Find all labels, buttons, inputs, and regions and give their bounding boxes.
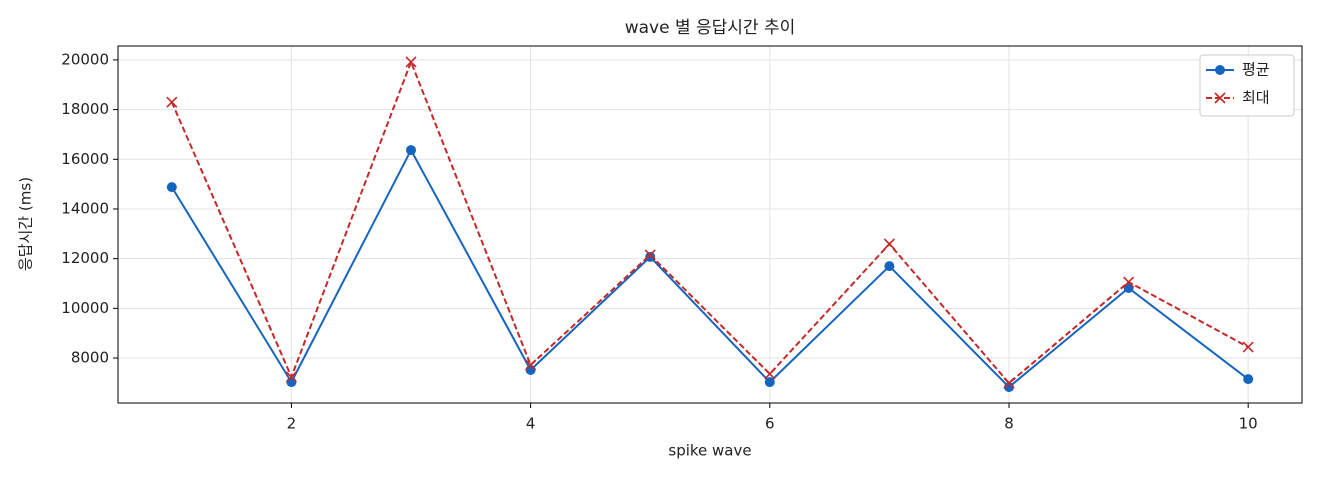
marker (166, 182, 177, 193)
marker-stroke (644, 249, 656, 261)
marker (644, 249, 656, 261)
marker-stroke (405, 56, 417, 68)
marker-stroke (764, 368, 776, 380)
marker (405, 56, 417, 68)
marker-stroke (1003, 377, 1015, 389)
marker (764, 377, 775, 388)
x-tick-label: 2 (287, 415, 297, 433)
marker (764, 368, 776, 380)
marker (1215, 65, 1225, 75)
marker-stroke (525, 359, 537, 371)
marker (884, 261, 895, 272)
y-tick-label: 8000 (71, 349, 109, 367)
marker (1003, 377, 1015, 389)
x-tick-label: 10 (1239, 415, 1258, 433)
y-tick-label: 18000 (61, 100, 109, 118)
marker (285, 371, 297, 383)
y-tick-label: 10000 (61, 299, 109, 317)
y-tick-label: 20000 (61, 50, 109, 68)
marker (1123, 276, 1135, 288)
y-tick-label: 14000 (61, 199, 109, 217)
marker (883, 238, 895, 250)
x-tick-label: 6 (765, 415, 775, 433)
chart-title: wave 별 응답시간 추이 (625, 18, 796, 38)
marker (406, 145, 417, 156)
marker (525, 359, 537, 371)
x-tick-label: 4 (526, 415, 536, 433)
marker (1242, 341, 1254, 353)
marker (1243, 374, 1254, 385)
marker-stroke (285, 371, 297, 383)
marker-stroke (1214, 92, 1226, 104)
marker (645, 251, 656, 262)
marker (1214, 92, 1226, 104)
x-tick-label: 8 (1004, 415, 1014, 433)
y-tick-label: 12000 (61, 249, 109, 267)
x-axis-label: spike wave (668, 442, 751, 460)
marker-stroke (166, 96, 178, 108)
marker-stroke (1123, 276, 1135, 288)
series-line (170, 147, 1249, 389)
marker-stroke (1242, 341, 1254, 353)
legend-label: 최대 (1242, 89, 1270, 107)
marker (166, 96, 178, 108)
legend-label: 평균 (1242, 61, 1270, 79)
marker-stroke (883, 238, 895, 250)
marker (525, 364, 536, 375)
y-tick-label: 16000 (61, 150, 109, 168)
plot-frame (117, 45, 1303, 404)
y-axis-label: 응답시간 (ms) (17, 177, 35, 271)
series-line (170, 59, 1249, 385)
